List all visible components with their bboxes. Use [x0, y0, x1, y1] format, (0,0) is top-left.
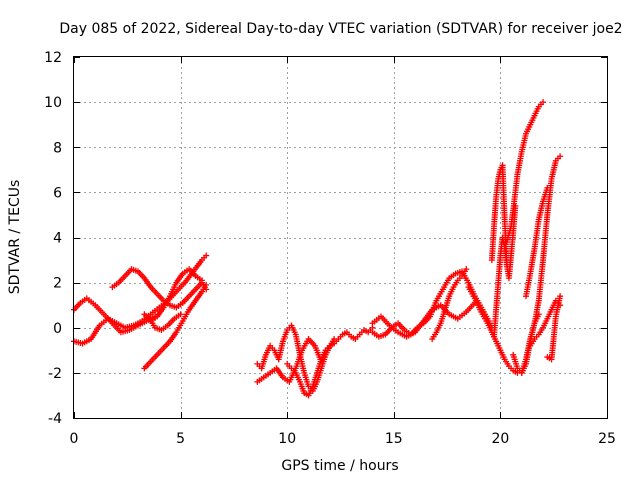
series-seg11	[369, 299, 478, 340]
x-tick-label: 15	[385, 431, 403, 447]
data-point	[177, 311, 184, 318]
x-tick-label: 10	[278, 431, 296, 447]
y-tick-label: -2	[48, 366, 62, 382]
y-tick-labels: -4 -2 0 2 4 6 8 10 12	[44, 50, 62, 427]
series-seg3	[109, 266, 210, 311]
series-seg18	[522, 184, 551, 300]
y-tick-label: 8	[53, 140, 62, 156]
data-point	[331, 336, 338, 343]
y-tick-label: 2	[53, 276, 62, 292]
data-point	[557, 153, 564, 160]
series-seg5	[141, 266, 205, 324]
series-seg12	[429, 266, 470, 343]
data-point	[544, 184, 551, 191]
y-axis-label: SDTVAR / TECUs	[7, 180, 23, 295]
data-point	[326, 342, 333, 349]
x-tick-label: 0	[70, 431, 79, 447]
x-axis-label: GPS time / hours	[281, 458, 398, 474]
data-point	[203, 252, 210, 259]
data-point	[198, 277, 205, 284]
data-point	[203, 281, 210, 288]
x-tick-label: 5	[176, 431, 185, 447]
data-point	[540, 99, 547, 106]
series-seg20	[544, 293, 564, 363]
plot-frame	[73, 56, 608, 419]
series-seg14	[488, 162, 510, 268]
data-point	[463, 266, 470, 273]
y-tick-label: 0	[53, 321, 62, 337]
x-tick-label: 25	[598, 431, 616, 447]
y-tick-label: -4	[48, 411, 62, 427]
series-seg6	[145, 311, 184, 334]
data-point	[557, 293, 564, 300]
chart-title: Day 085 of 2022, Sidereal Day-to-day VTE…	[59, 21, 622, 37]
series-seg17	[510, 153, 564, 376]
x-tick-label: 20	[491, 431, 509, 447]
y-tick-label: 10	[44, 95, 62, 111]
x-tick-labels: 0 5 10 15 20 25	[70, 431, 616, 447]
series-seg10	[369, 268, 495, 340]
y-tick-label: 4	[53, 231, 62, 247]
series-seg7	[254, 322, 376, 394]
data-series	[71, 99, 564, 399]
series-seg4	[141, 281, 210, 372]
series-seg9	[284, 342, 333, 399]
grid	[74, 57, 607, 418]
y-tick-label: 6	[53, 185, 62, 201]
series-seg15	[491, 202, 519, 340]
series-seg16	[503, 99, 547, 246]
y-tick-label: 12	[44, 50, 62, 66]
